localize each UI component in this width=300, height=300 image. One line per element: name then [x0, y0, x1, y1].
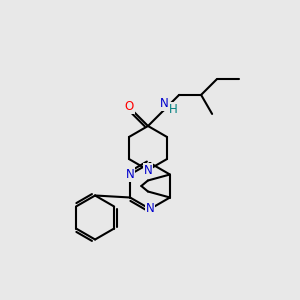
- Text: O: O: [125, 100, 134, 113]
- Text: N: N: [146, 202, 154, 215]
- Text: N: N: [126, 168, 134, 181]
- Text: N: N: [160, 97, 169, 110]
- Text: N: N: [144, 164, 152, 176]
- Text: H: H: [169, 103, 178, 116]
